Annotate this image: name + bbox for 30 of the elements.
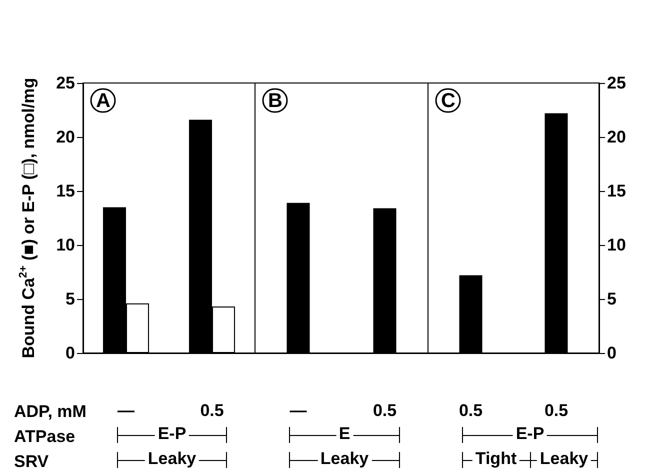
x-tick-label: 0.5 (458, 401, 483, 420)
y2-tick-label: 10 (607, 236, 626, 254)
text: E (336, 424, 354, 444)
y2-tick-label: 25 (607, 74, 626, 92)
y2-tick-label: 0 (607, 344, 616, 362)
x-tick-label: 0.5 (200, 401, 224, 420)
y-tick-label: 15 (56, 182, 75, 200)
text: E-P (154, 424, 190, 444)
y-tick-label: 5 (66, 290, 75, 308)
y-tick-label: 20 (56, 128, 75, 146)
x-tick-label: — (290, 401, 307, 420)
y-tick-label: 10 (56, 236, 75, 254)
x-tick-label: — (118, 401, 134, 420)
y-tick-label: 0 (66, 344, 75, 362)
y-tick-label: 25 (56, 74, 75, 92)
chart-title: B (268, 90, 282, 112)
x-axis-title: ADP, mM ATPase SRV (14, 401, 86, 472)
text: Leaky (536, 449, 592, 469)
x-tick-label: 0.5 (372, 401, 397, 420)
text: Leaky (317, 449, 372, 469)
y-axis-title: Bound Ca2+ (■) or E-P (□), nmol/mg (18, 78, 38, 358)
chart-title: C (441, 90, 456, 112)
y2-tick-label: 20 (607, 128, 626, 146)
x-tick-label: 0.5 (544, 401, 568, 420)
chart-title: A (96, 90, 110, 112)
text: Tight (472, 449, 520, 469)
text: Leaky (144, 449, 200, 469)
y2-tick-label: 15 (607, 182, 626, 200)
y2-tick-label: 5 (607, 290, 616, 308)
text: E-P (512, 424, 548, 444)
